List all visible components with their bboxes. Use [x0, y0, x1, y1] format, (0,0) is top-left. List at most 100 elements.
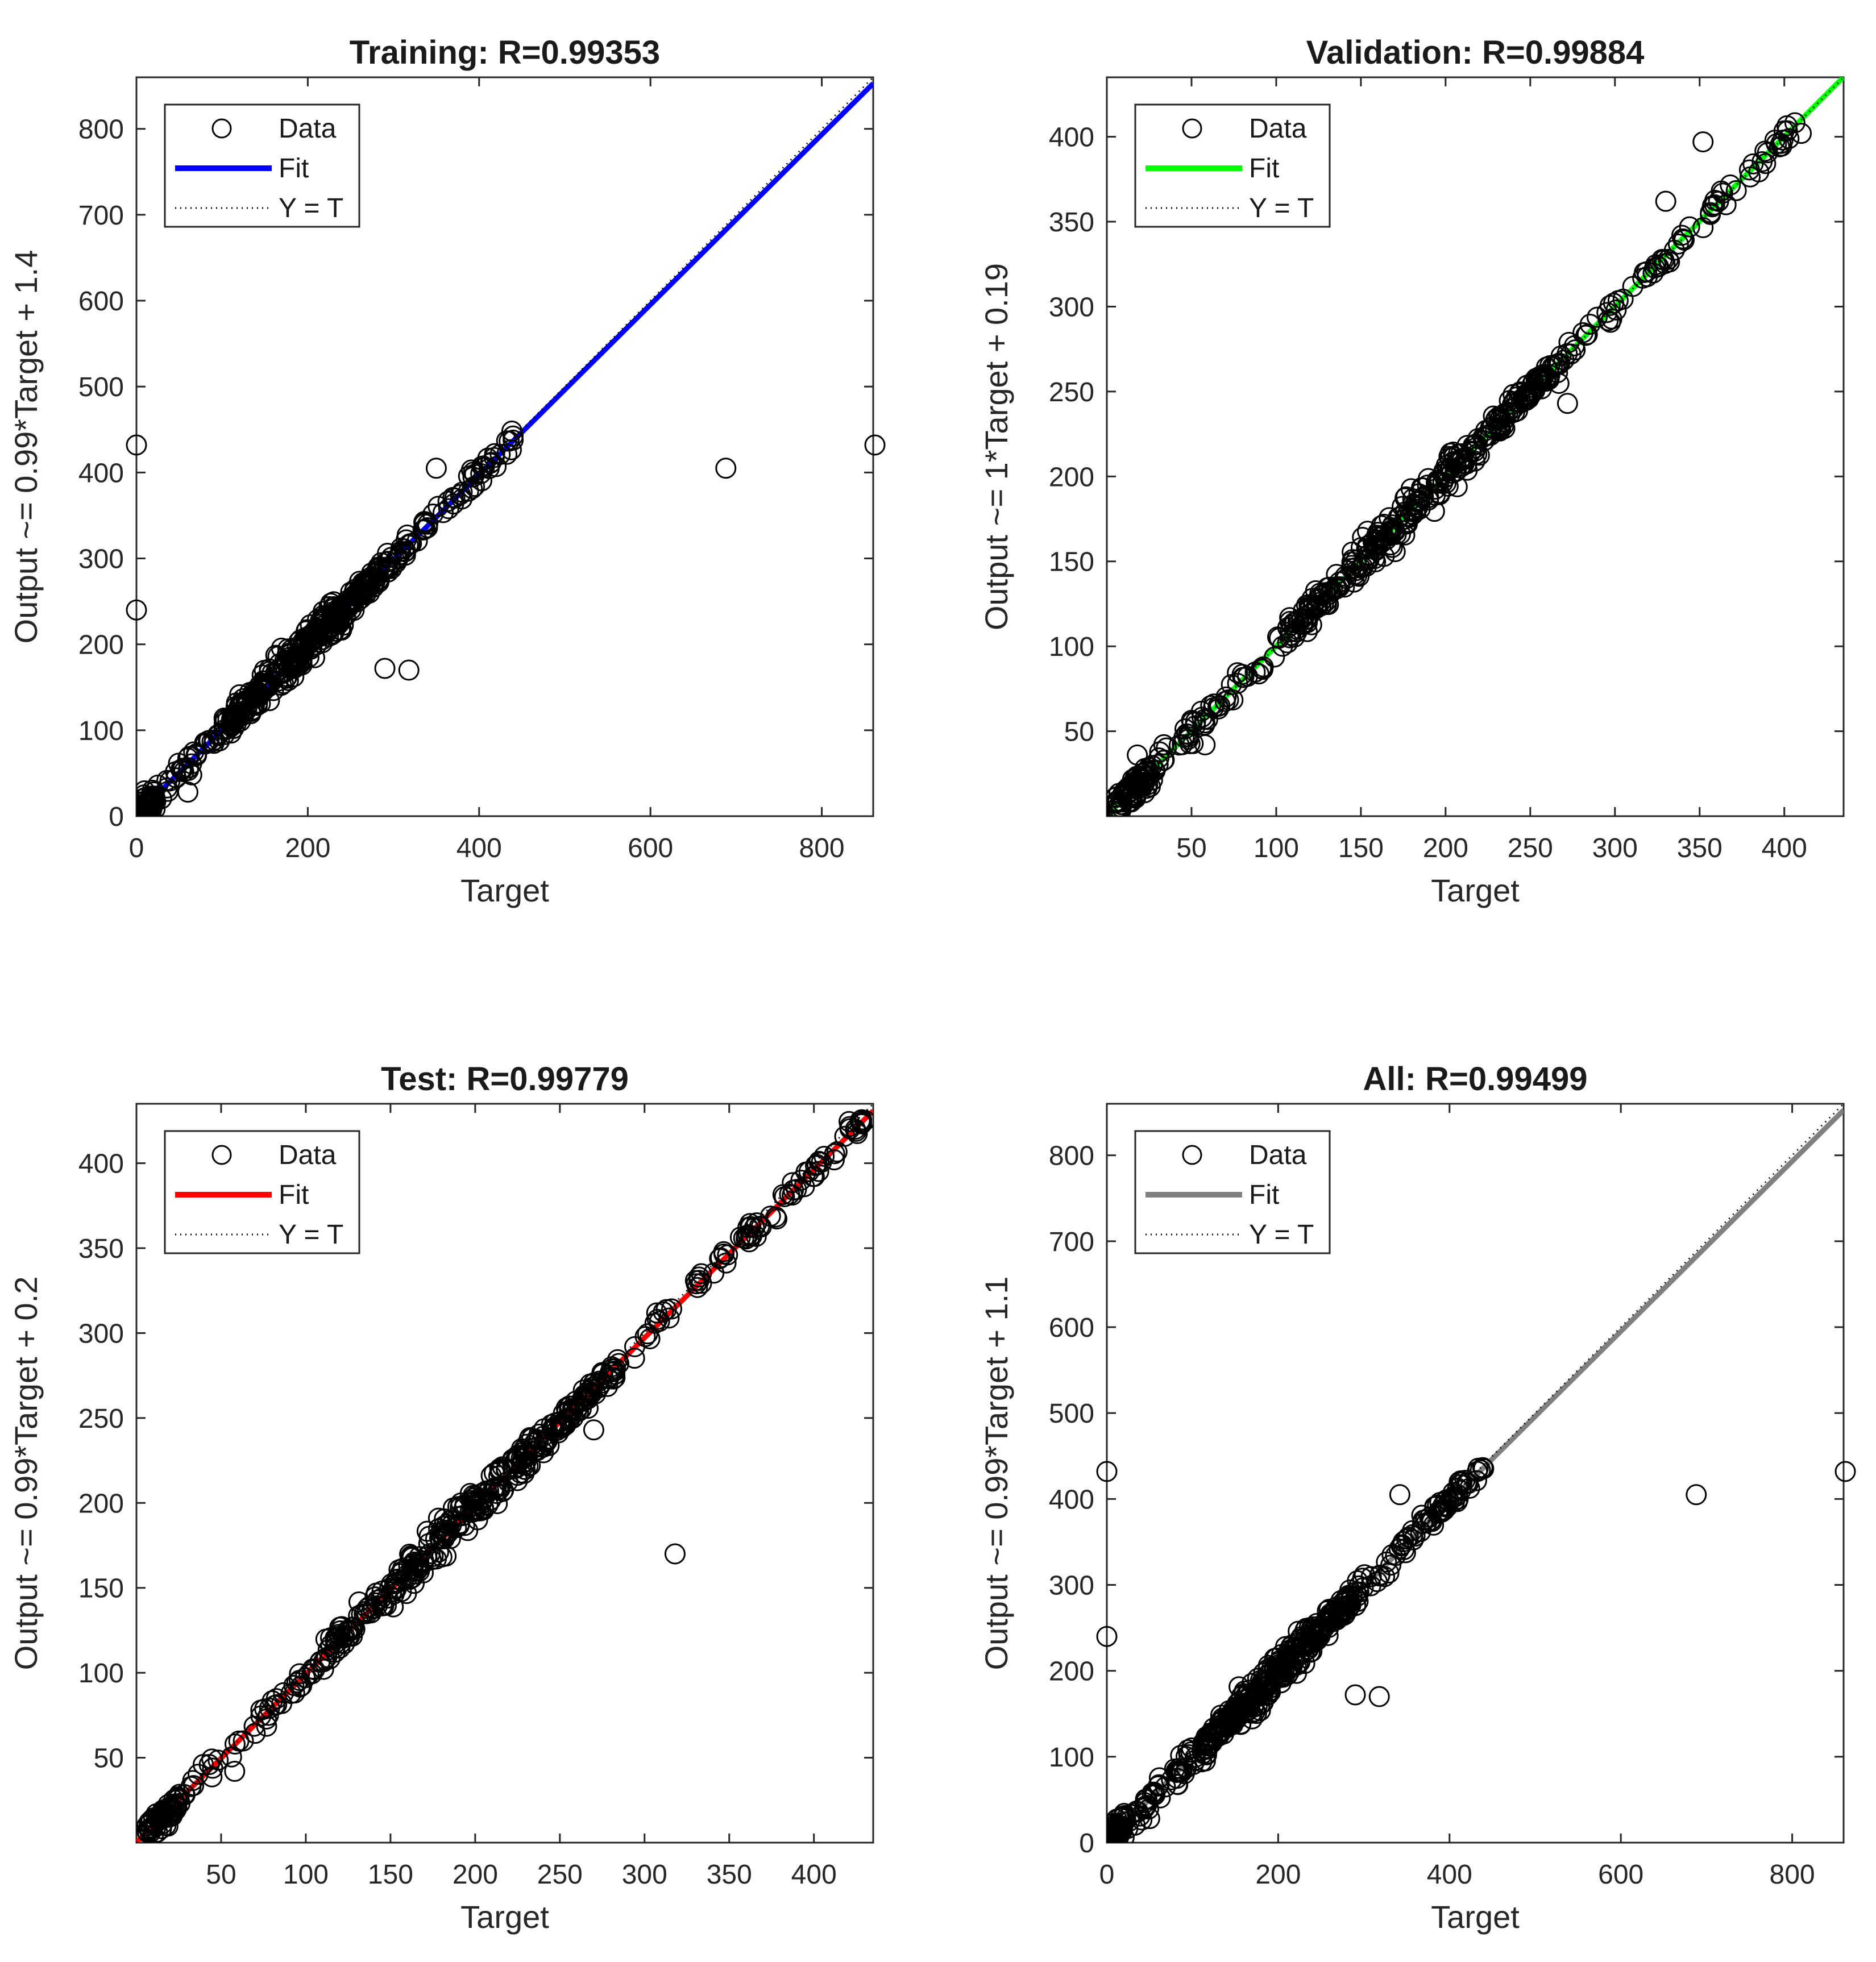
legend: Data Fit Y = T: [164, 1130, 360, 1254]
y-tick-label: 250: [78, 1404, 124, 1434]
y-tick-label: 350: [1049, 207, 1094, 238]
data-point: [170, 759, 192, 780]
legend-identity-label: Y = T: [1249, 1220, 1314, 1250]
data-point: [709, 1247, 731, 1269]
data-point: [558, 1395, 580, 1417]
data-point: [1553, 349, 1575, 371]
legend: Data Fit Y = T: [1134, 103, 1331, 228]
y-tick-label: 100: [78, 716, 124, 746]
data-point: [597, 1367, 619, 1389]
data-point: [1296, 608, 1318, 630]
data-point-outlier: [1557, 393, 1578, 414]
data-point: [1279, 610, 1301, 632]
data-point: [413, 512, 435, 533]
legend-data-label: Data: [279, 1140, 337, 1170]
data-point: [337, 1619, 359, 1641]
x-axis-label: Target: [460, 1899, 549, 1935]
data-point-outlier: [398, 659, 420, 681]
data-point: [1326, 1596, 1347, 1618]
data-point: [1752, 151, 1773, 172]
data-point: [442, 487, 464, 508]
data-point: [296, 620, 317, 642]
data-point: [471, 470, 492, 492]
data-point: [267, 670, 289, 692]
data-point: [1632, 267, 1654, 289]
legend-identity-label: Y = T: [279, 193, 343, 223]
data-point: [1166, 1762, 1188, 1784]
data-point: [222, 708, 243, 729]
data-point-outlier: [177, 782, 198, 803]
data-point: [343, 584, 365, 606]
data-point: [1503, 391, 1525, 413]
data-point-outlier: [1194, 734, 1216, 755]
data-point: [1227, 1693, 1248, 1714]
data-point: [687, 1277, 708, 1298]
legend-data-marker: [1182, 118, 1202, 139]
x-tick-label: 200: [1255, 1860, 1301, 1890]
x-tick-label: 800: [799, 833, 845, 863]
data-point: [202, 1757, 223, 1779]
data-point: [713, 1241, 734, 1262]
data-point-outlier: [664, 1543, 686, 1565]
data-point-outlier: [864, 434, 886, 456]
legend-identity-label: Y = T: [1249, 193, 1314, 223]
data-point: [480, 1465, 502, 1486]
data-point: [325, 605, 347, 627]
data-point-outlier: [583, 1419, 604, 1441]
data-point: [608, 1353, 630, 1374]
data-point: [1450, 1480, 1471, 1502]
y-tick-label: 200: [1049, 1657, 1094, 1687]
data-point: [1506, 386, 1528, 408]
data-point: [281, 658, 302, 680]
data-point: [1512, 387, 1534, 409]
data-point: [1166, 1768, 1188, 1789]
data-point: [1418, 489, 1439, 511]
data-point-outlier: [715, 458, 737, 479]
data-point: [438, 498, 459, 519]
data-point: [1423, 1514, 1445, 1536]
data-point: [1334, 566, 1356, 587]
subplot-3: Test: R=0.99779 50 100 150 200 250 300 350 400 50…: [8, 1061, 874, 1935]
data-point: [661, 1298, 683, 1320]
data-point: [1182, 733, 1204, 754]
y-tick-label: 150: [78, 1574, 124, 1604]
data-point: [358, 1596, 380, 1618]
data-point: [1348, 566, 1370, 587]
data-point: [658, 1307, 680, 1329]
data-point: [745, 1225, 767, 1247]
data-point: [691, 1263, 712, 1285]
data-point: [1460, 441, 1481, 463]
data-point: [1220, 1714, 1242, 1735]
data-point: [1203, 693, 1225, 715]
data-point: [1563, 335, 1585, 356]
data-point: [1549, 353, 1571, 375]
data-point: [1547, 362, 1568, 384]
data-point: [279, 644, 301, 666]
data-point-outlier: [823, 1149, 845, 1171]
data-point-outlier: [374, 658, 396, 679]
data-point: [1672, 228, 1694, 250]
data-point: [1239, 1686, 1260, 1708]
legend-fit-label: Fit: [279, 1180, 309, 1210]
data-point: [644, 1312, 666, 1334]
data-point: [472, 1482, 494, 1503]
data-point: [1712, 182, 1733, 204]
y-tick-label: 200: [78, 1489, 124, 1519]
data-point: [1748, 161, 1770, 182]
data-point: [592, 1363, 613, 1385]
data-point: [1488, 406, 1510, 427]
data-point: [555, 1397, 577, 1419]
y-tick-label: 300: [1049, 292, 1094, 322]
data-point-outlier: [1686, 1484, 1707, 1506]
x-tick-label: 600: [628, 833, 673, 863]
data-point: [528, 1429, 549, 1451]
y-axis-label: Output ~= 0.99*Target + 1.1: [978, 1277, 1014, 1670]
data-point: [224, 1734, 246, 1755]
data-point: [1427, 472, 1449, 494]
data-point-outlier: [425, 458, 447, 479]
y-axis-label: Output ~= 1*Target + 0.19: [978, 263, 1014, 630]
x-tick-label: 150: [368, 1860, 413, 1890]
data-point: [1467, 1461, 1488, 1482]
data-point: [1309, 1626, 1331, 1647]
data-point: [136, 810, 154, 816]
